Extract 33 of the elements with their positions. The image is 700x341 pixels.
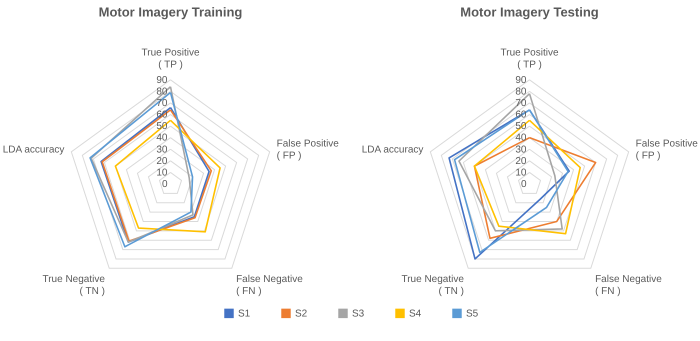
spoke-label: True Positive ( TP ) xyxy=(500,47,559,70)
y-tick-label: 80 xyxy=(156,86,168,98)
spoke-label: False Positive ( FP ) xyxy=(636,138,698,162)
chart-title: Motor Imagery Testing xyxy=(460,4,599,20)
legend-label: S2 xyxy=(295,308,308,320)
y-tick-label: 80 xyxy=(515,86,527,98)
spoke-label: True Negative ( TN ) xyxy=(42,274,106,298)
spoke-label: True Positive ( TP ) xyxy=(142,47,200,70)
legend-label: S3 xyxy=(352,308,365,320)
legend-label: S5 xyxy=(466,308,479,320)
y-tick-label: 30 xyxy=(515,144,527,156)
y-tick-label: 70 xyxy=(156,98,168,109)
y-tick-label: 10 xyxy=(156,167,168,178)
spoke-label: LDA accuracy xyxy=(362,144,424,156)
y-tick-label: 10 xyxy=(515,167,527,178)
spoke-label: False Negative ( FN ) xyxy=(236,274,304,298)
y-tick-label: 20 xyxy=(156,156,168,167)
y-tick-label: 90 xyxy=(156,74,168,86)
y-tick-label: 40 xyxy=(156,132,168,144)
spoke-label: False Negative ( FN ) xyxy=(595,274,662,298)
y-tick-label: 40 xyxy=(515,132,527,144)
spoke-label: LDA accuracy xyxy=(2,144,64,156)
y-tick-label: 0 xyxy=(162,179,168,190)
spoke-label: True Negative ( TN ) xyxy=(401,274,464,298)
y-tick-label: 30 xyxy=(156,144,168,156)
y-tick-label: 90 xyxy=(515,74,527,86)
legend-label: S4 xyxy=(409,308,422,320)
legend-label: S1 xyxy=(238,308,251,320)
y-tick-label: 20 xyxy=(515,156,527,167)
y-tick-label: 0 xyxy=(520,179,527,190)
chart-title: Motor Imagery Training xyxy=(98,4,242,20)
spoke-label: False Positive ( FP ) xyxy=(276,138,340,162)
y-tick-label: 70 xyxy=(515,98,527,109)
